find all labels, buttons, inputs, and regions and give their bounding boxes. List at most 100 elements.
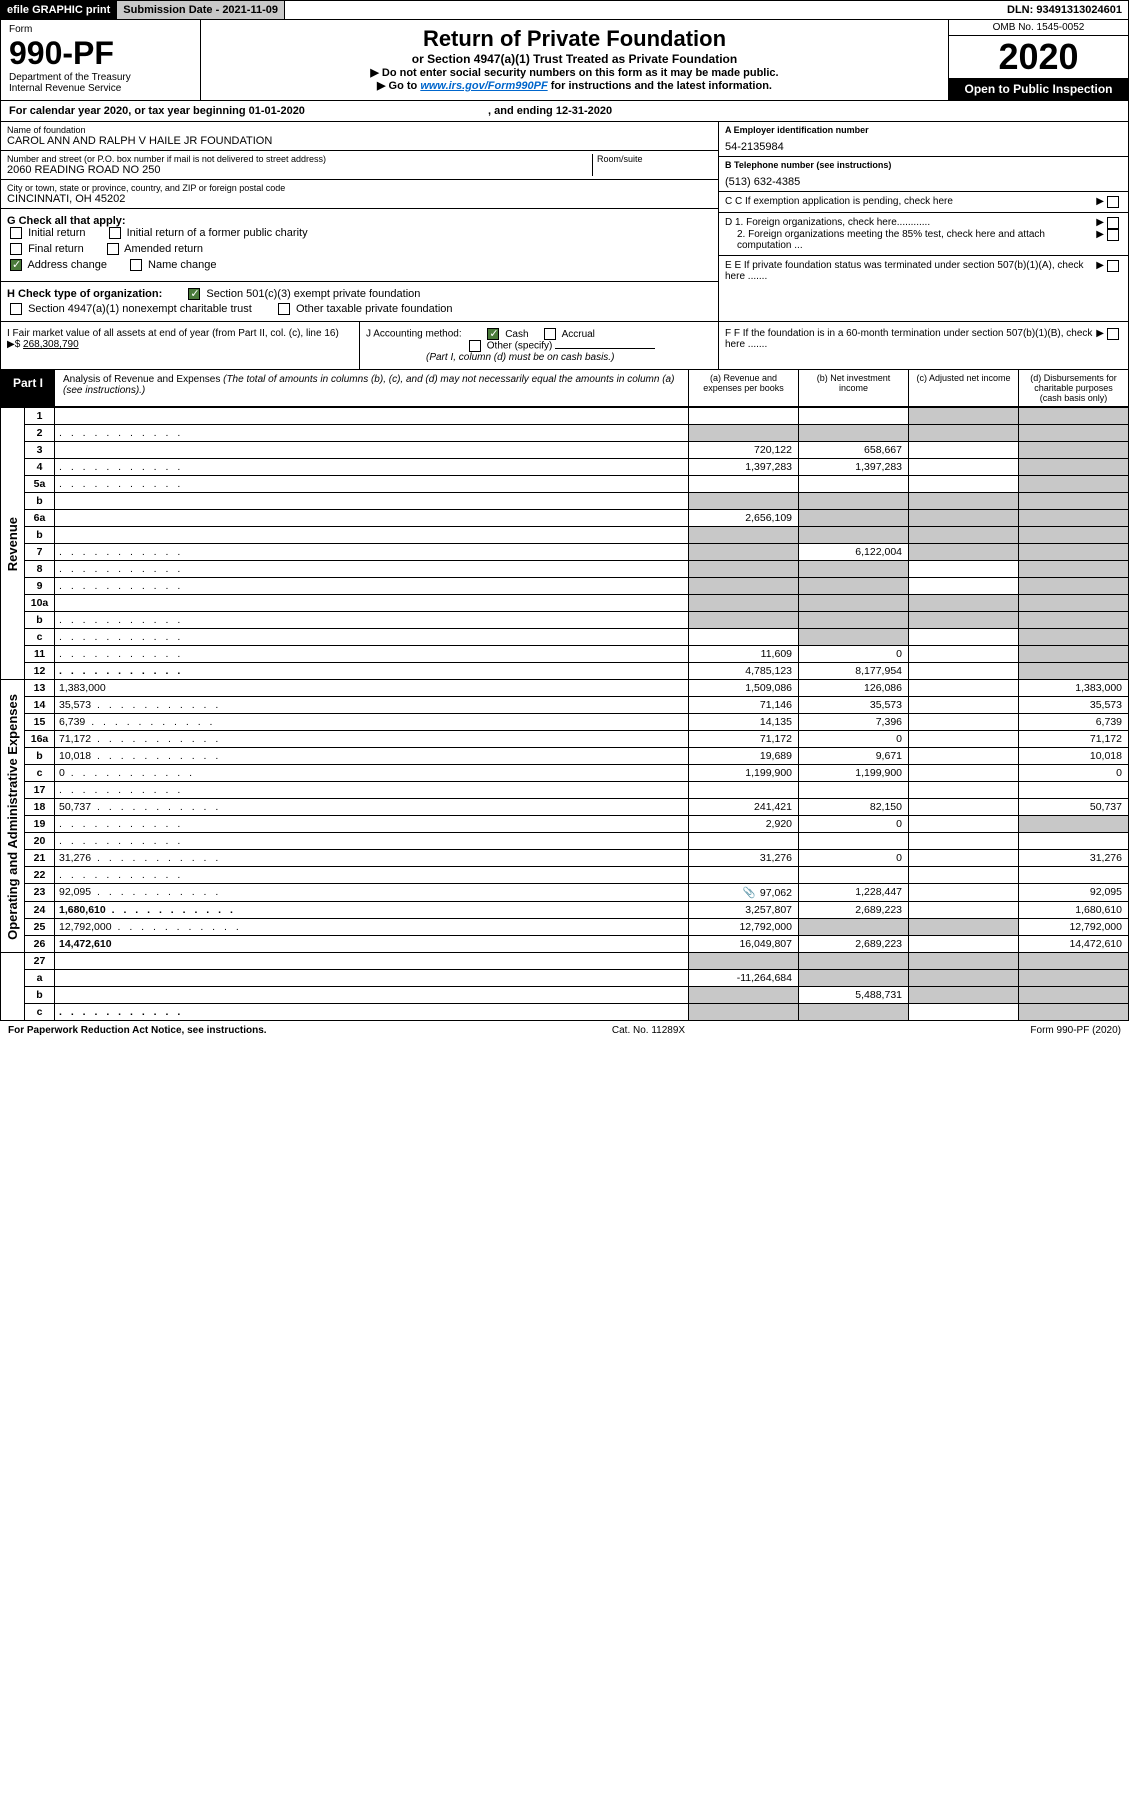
amount-cell [909,680,1019,697]
g-initial: Initial return [28,227,85,239]
checkbox-501c3[interactable] [188,288,200,300]
amount-cell [909,919,1019,936]
row-num: b [25,748,55,765]
amount-cell [1019,987,1129,1004]
amount-cell: 1,228,447 [799,884,909,902]
amount-cell [799,578,909,595]
col-c-header: (c) Adjusted net income [908,370,1018,406]
col-a [689,493,799,510]
col-b-header: (b) Net investment income [798,370,908,406]
amount-cell [1019,833,1129,850]
col-a [689,782,799,799]
amount-cell [909,970,1019,987]
amount-cell [1019,476,1129,493]
amount-cell [909,493,1019,510]
checkbox-final[interactable] [10,243,22,255]
row-num: 21 [25,850,55,867]
foundation-address: 2060 READING ROAD NO 250 [7,164,592,176]
amount-cell [799,919,909,936]
amount-cell [909,867,1019,884]
row-desc [55,1004,689,1021]
amount-cell [1019,561,1129,578]
row-num: 19 [25,816,55,833]
amount-cell [1019,612,1129,629]
amount-cell [909,595,1019,612]
amount-cell: 2,689,223 [799,936,909,953]
row-desc: 50,737 [55,799,689,816]
omb-number: OMB No. 1545-0052 [949,20,1128,36]
foundation-city: CINCINNATI, OH 45202 [7,193,712,205]
checkbox-cash[interactable] [487,328,499,340]
amount-cell: 658,667 [799,442,909,459]
amount-cell: 2,689,223 [799,902,909,919]
checkbox-amended[interactable] [107,243,119,255]
cal-mid: , and ending [485,105,556,117]
amount-cell: 1,680,610 [1019,902,1129,919]
amount-cell [1019,544,1129,561]
fmv-value: 268,308,790 [23,339,79,350]
amount-cell [909,765,1019,782]
amount-cell [909,459,1019,476]
ein: 54-2135984 [725,141,1122,153]
instr-link[interactable]: www.irs.gov/Form990PF [420,80,547,92]
checkbox-e[interactable] [1107,260,1119,272]
amount-cell [799,595,909,612]
col-a [689,595,799,612]
checkbox-f[interactable] [1107,328,1119,340]
amount-cell [909,510,1019,527]
amount-cell: 9,671 [799,748,909,765]
foundation-info: Name of foundation CAROL ANN AND RALPH V… [0,122,1129,322]
d1-label: D 1. Foreign organizations, check here..… [725,217,1096,229]
checkbox-other-taxable[interactable] [278,303,290,315]
row-desc: 35,573 [55,697,689,714]
col-a: 1,397,283 [689,459,799,476]
amount-cell [1019,595,1129,612]
checkbox-address-change[interactable] [10,259,22,271]
e-label: E If private foundation status was termi… [725,260,1084,282]
amount-cell [909,629,1019,646]
amount-cell [799,476,909,493]
row-desc [55,629,689,646]
instr-ssn: ▶ Do not enter social security numbers o… [207,66,942,79]
col-a: 19,689 [689,748,799,765]
open-to-public: Open to Public Inspection [949,78,1128,100]
row-desc: 31,276 [55,850,689,867]
part1-header: Part I Analysis of Revenue and Expenses … [0,370,1129,407]
row-num: a [25,970,55,987]
h-other-tax: Other taxable private foundation [296,303,453,315]
checkbox-name-change[interactable] [130,259,142,271]
checkbox-other-method[interactable] [469,340,481,352]
row-desc: 10,018 [55,748,689,765]
col-a: 1,199,900 [689,765,799,782]
amount-cell [909,612,1019,629]
amount-cell [909,697,1019,714]
amount-cell [799,629,909,646]
row-desc [55,953,689,970]
row-desc [55,527,689,544]
row-desc [55,425,689,442]
checkbox-initial-former[interactable] [109,227,121,239]
amount-cell [909,663,1019,680]
g-amended: Amended return [124,243,203,255]
col-a [689,476,799,493]
row-desc: 12,792,000 [55,919,689,936]
amount-cell [909,748,1019,765]
row-desc [55,782,689,799]
j-other: Other (specify) [487,341,553,352]
checkbox-d1[interactable] [1107,217,1119,229]
efile-label: efile GRAPHIC print [1,1,117,19]
top-bar: efile GRAPHIC print Submission Date - 20… [0,0,1129,20]
row-desc [55,510,689,527]
col-a: 2,656,109 [689,510,799,527]
checkbox-d2[interactable] [1107,229,1119,241]
checkbox-accrual[interactable] [544,328,556,340]
instr-goto: ▶ Go to www.irs.gov/Form990PF for instru… [207,79,942,92]
row-num: 3 [25,442,55,459]
row-num: 22 [25,867,55,884]
h-4947: Section 4947(a)(1) nonexempt charitable … [28,303,252,315]
checkbox-4947[interactable] [10,303,22,315]
checkbox-initial[interactable] [10,227,22,239]
checkbox-c[interactable] [1107,196,1119,208]
row-num: 8 [25,561,55,578]
amount-cell [909,425,1019,442]
